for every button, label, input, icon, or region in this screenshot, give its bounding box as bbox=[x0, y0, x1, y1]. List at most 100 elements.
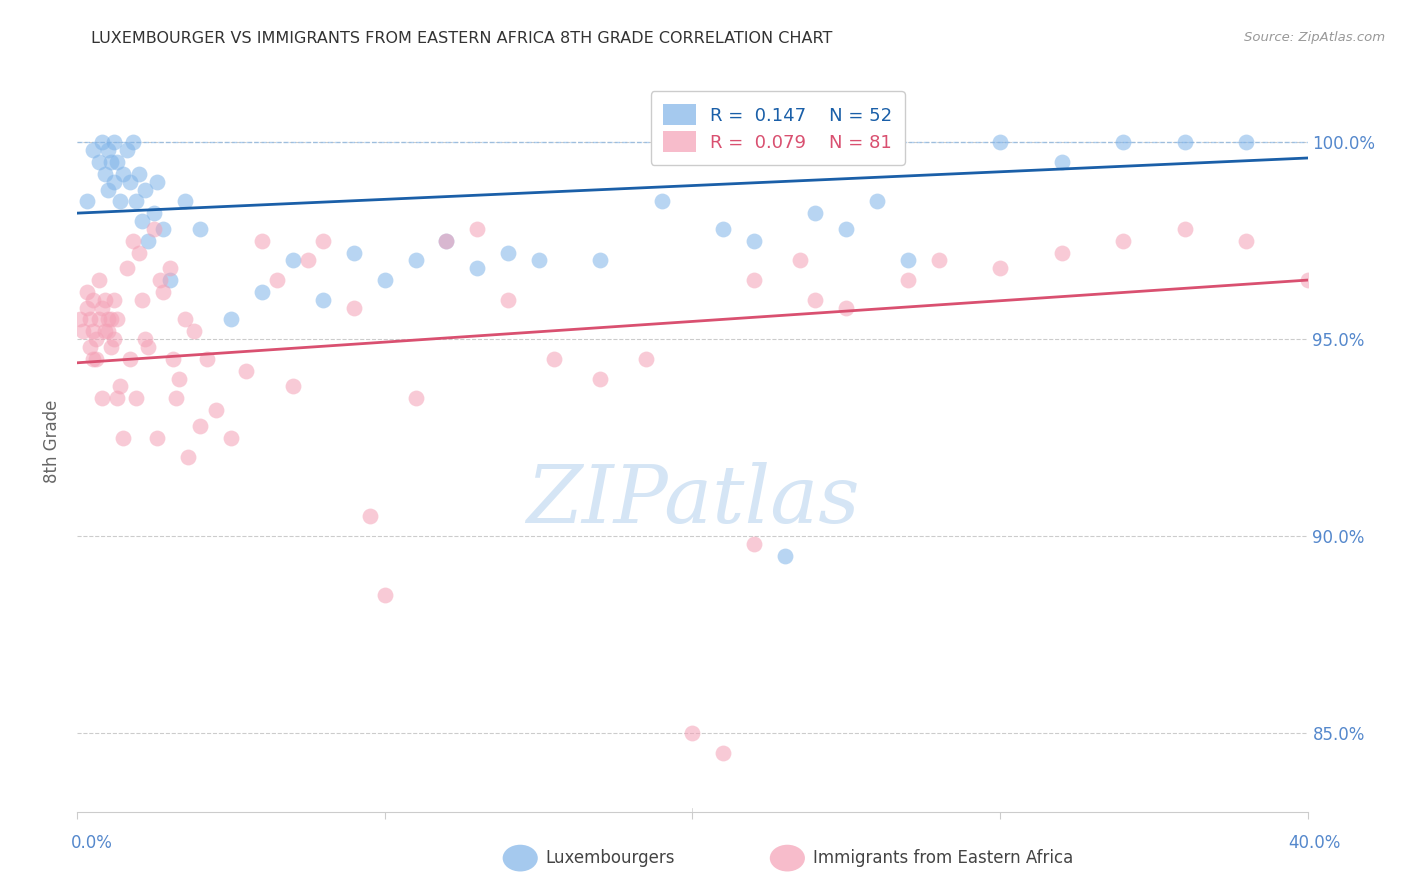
Point bbox=[250, 234, 273, 248]
Point bbox=[136, 234, 159, 248]
Point bbox=[105, 391, 128, 405]
Point bbox=[110, 379, 132, 393]
Point bbox=[1050, 245, 1073, 260]
Point bbox=[281, 379, 304, 393]
Point bbox=[112, 167, 135, 181]
Point bbox=[711, 746, 734, 760]
Point bbox=[543, 351, 565, 366]
Point bbox=[589, 253, 612, 268]
Point bbox=[110, 194, 132, 209]
Point bbox=[988, 261, 1011, 276]
Point bbox=[136, 340, 159, 354]
Point bbox=[100, 312, 122, 326]
Point bbox=[773, 549, 796, 563]
Point bbox=[174, 312, 197, 326]
Point bbox=[742, 537, 765, 551]
Point bbox=[219, 312, 242, 326]
Point bbox=[90, 301, 114, 315]
Point bbox=[174, 194, 197, 209]
Point bbox=[177, 450, 200, 465]
Point bbox=[742, 234, 765, 248]
Point bbox=[742, 273, 765, 287]
Point bbox=[84, 351, 107, 366]
Point bbox=[159, 273, 181, 287]
Point bbox=[103, 293, 125, 307]
Point bbox=[131, 293, 153, 307]
Point bbox=[115, 143, 138, 157]
Point bbox=[711, 222, 734, 236]
Point bbox=[105, 155, 128, 169]
Point bbox=[90, 391, 114, 405]
Point bbox=[76, 194, 98, 209]
Point bbox=[152, 222, 174, 236]
Point bbox=[835, 301, 858, 315]
Point bbox=[359, 509, 381, 524]
Point bbox=[312, 234, 335, 248]
Point bbox=[343, 245, 366, 260]
Point bbox=[69, 312, 91, 326]
Point bbox=[897, 253, 920, 268]
Point bbox=[266, 273, 288, 287]
Point bbox=[143, 222, 166, 236]
Point bbox=[167, 371, 190, 385]
Point bbox=[928, 253, 950, 268]
Point bbox=[682, 726, 704, 740]
Point bbox=[87, 273, 110, 287]
Point bbox=[436, 234, 458, 248]
Point bbox=[143, 206, 166, 220]
Point bbox=[312, 293, 335, 307]
Point bbox=[118, 175, 141, 189]
Point bbox=[465, 261, 488, 276]
Point bbox=[90, 135, 114, 149]
Y-axis label: 8th Grade: 8th Grade bbox=[44, 400, 62, 483]
Point bbox=[87, 155, 110, 169]
Point bbox=[1174, 222, 1197, 236]
Point bbox=[97, 182, 120, 196]
Point bbox=[118, 351, 141, 366]
Point bbox=[1112, 135, 1135, 149]
Point bbox=[79, 340, 101, 354]
Point bbox=[188, 418, 212, 433]
Point bbox=[988, 135, 1011, 149]
Point bbox=[125, 194, 148, 209]
Text: LUXEMBOURGER VS IMMIGRANTS FROM EASTERN AFRICA 8TH GRADE CORRELATION CHART: LUXEMBOURGER VS IMMIGRANTS FROM EASTERN … bbox=[91, 31, 832, 46]
Point bbox=[149, 273, 172, 287]
Text: ZIPatlas: ZIPatlas bbox=[526, 462, 859, 540]
Point bbox=[94, 167, 117, 181]
Point bbox=[100, 155, 122, 169]
Text: 0.0%: 0.0% bbox=[70, 834, 112, 852]
Point bbox=[115, 261, 138, 276]
Point bbox=[250, 285, 273, 299]
Point bbox=[146, 175, 169, 189]
Point bbox=[1234, 234, 1257, 248]
Point bbox=[465, 222, 488, 236]
Point bbox=[835, 222, 858, 236]
Point bbox=[82, 293, 104, 307]
Point bbox=[128, 167, 150, 181]
Point bbox=[804, 293, 827, 307]
Point bbox=[152, 285, 174, 299]
Text: 40.0%: 40.0% bbox=[1288, 834, 1341, 852]
Point bbox=[79, 312, 101, 326]
Point bbox=[374, 273, 396, 287]
Point bbox=[97, 324, 120, 338]
Point bbox=[84, 332, 107, 346]
Point bbox=[188, 222, 212, 236]
Point bbox=[1112, 234, 1135, 248]
Point bbox=[1296, 273, 1319, 287]
Point bbox=[87, 312, 110, 326]
Point bbox=[103, 135, 125, 149]
Point bbox=[72, 324, 94, 338]
Text: Source: ZipAtlas.com: Source: ZipAtlas.com bbox=[1244, 31, 1385, 45]
Point bbox=[121, 234, 143, 248]
Point bbox=[76, 285, 98, 299]
Point bbox=[94, 324, 117, 338]
Point bbox=[134, 182, 156, 196]
Point bbox=[82, 324, 104, 338]
Point bbox=[496, 245, 519, 260]
Point bbox=[131, 214, 153, 228]
Point bbox=[527, 253, 550, 268]
Point bbox=[496, 293, 519, 307]
Point bbox=[195, 351, 218, 366]
Point bbox=[235, 364, 257, 378]
